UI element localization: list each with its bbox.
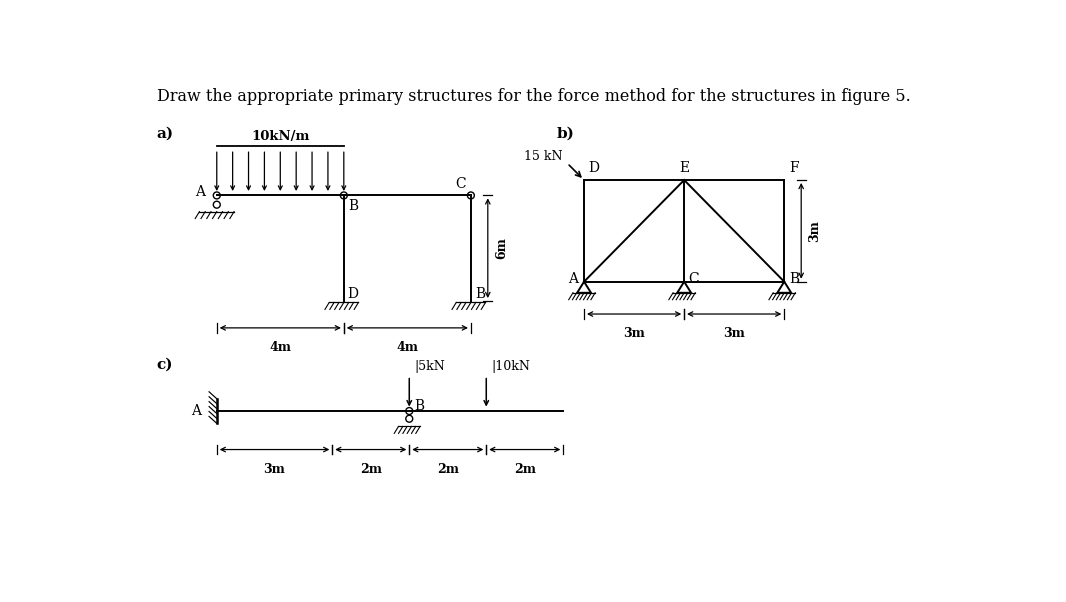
- Text: 10kN/m: 10kN/m: [252, 131, 309, 143]
- Text: B: B: [349, 199, 358, 213]
- Text: F: F: [789, 161, 798, 175]
- Text: C: C: [455, 177, 466, 191]
- Text: 3m: 3m: [263, 462, 286, 476]
- Text: B: B: [415, 399, 424, 414]
- Text: 2m: 2m: [359, 462, 382, 476]
- Text: |10kN: |10kN: [490, 360, 530, 373]
- Text: 3m: 3m: [808, 220, 822, 242]
- Text: D: D: [588, 161, 600, 175]
- Text: 3m: 3m: [723, 327, 745, 340]
- Text: 15 kN: 15 kN: [524, 150, 563, 163]
- Text: A: A: [195, 185, 206, 199]
- Text: 2m: 2m: [437, 462, 458, 476]
- Text: 2m: 2m: [514, 462, 536, 476]
- Text: E: E: [679, 161, 690, 175]
- Text: |5kN: |5kN: [414, 360, 445, 373]
- Text: B: B: [475, 287, 486, 301]
- Text: 3m: 3m: [624, 327, 645, 340]
- Text: D: D: [348, 287, 358, 301]
- Text: A: A: [568, 272, 578, 285]
- Text: Draw the appropriate primary structures for the force method for the structures : Draw the appropriate primary structures …: [158, 88, 911, 105]
- Text: 4m: 4m: [270, 341, 291, 354]
- Text: 4m: 4m: [397, 341, 418, 354]
- Text: a): a): [157, 127, 174, 141]
- Text: C: C: [688, 272, 698, 285]
- Text: b): b): [558, 127, 575, 141]
- Text: B: B: [789, 272, 800, 285]
- Text: c): c): [157, 358, 173, 372]
- Text: 6m: 6m: [496, 237, 508, 259]
- Text: A: A: [192, 404, 201, 418]
